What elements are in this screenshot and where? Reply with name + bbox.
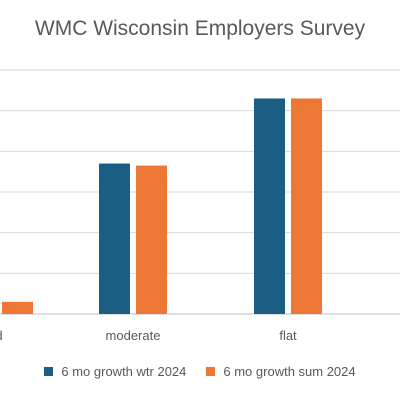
bar-sum-2024-d (2, 301, 33, 314)
legend-label-sum-2024: 6 mo growth sum 2024 (223, 364, 356, 379)
x-tick-label-d: d (0, 328, 3, 343)
x-tick-label-flat: flat (279, 328, 297, 343)
bars (2, 98, 322, 314)
legend-swatch-sum-2024 (206, 367, 216, 376)
bar-wtr-2024-moderate (99, 163, 130, 314)
gridlines (0, 69, 400, 315)
bar-sum-2024-moderate (136, 165, 167, 314)
x-tick-label-moderate: moderate (106, 328, 161, 343)
legend: 6 mo growth wtr 2024 6 mo growth sum 202… (0, 364, 400, 379)
bar-wtr-2024-flat (254, 98, 285, 314)
legend-item-sum-2024: 6 mo growth sum 2024 (206, 364, 356, 379)
x-tick-labels: d moderate flat (0, 328, 297, 343)
chart-title: WMC Wisconsin Employers Survey (34, 17, 366, 40)
legend-label-wtr-2024: 6 mo growth wtr 2024 (61, 364, 187, 379)
legend-item-wtr-2024: 6 mo growth wtr 2024 (44, 364, 186, 379)
legend-swatch-wtr-2024 (44, 367, 54, 376)
bar-sum-2024-flat (291, 98, 322, 314)
